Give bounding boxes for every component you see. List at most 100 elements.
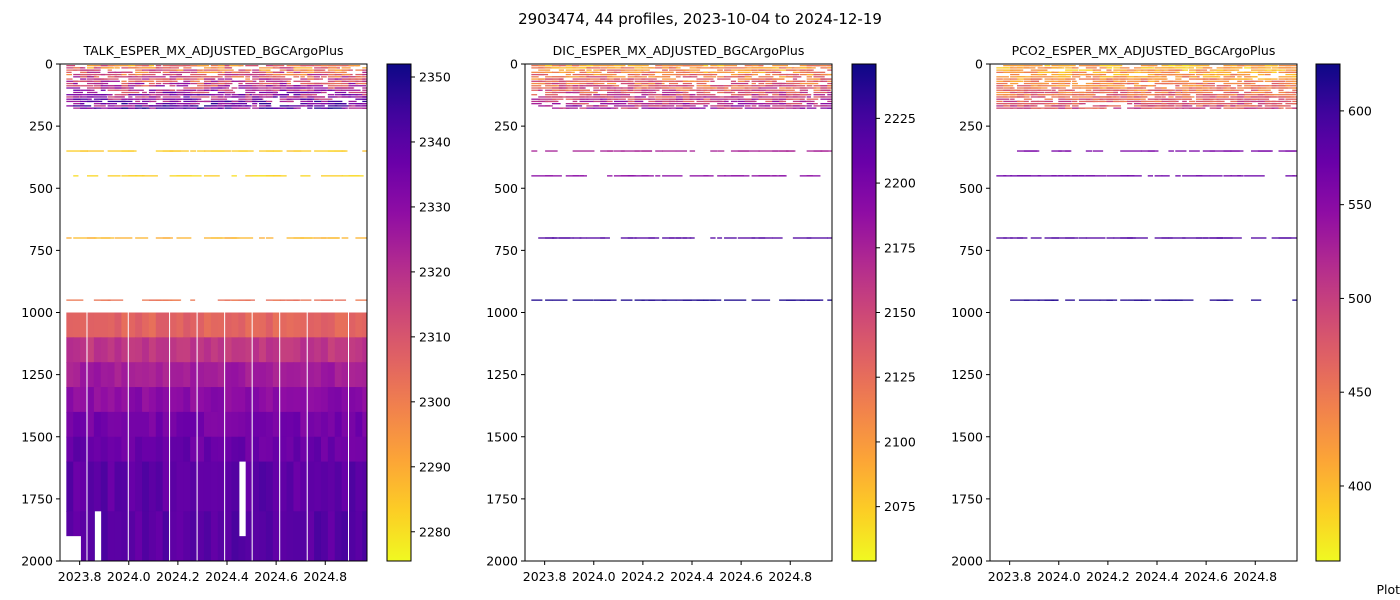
shallow-segment — [607, 67, 624, 69]
shallow-segment — [1216, 69, 1228, 71]
shallow-segment — [128, 73, 138, 76]
x-tick-label: 2024.2 — [621, 569, 665, 584]
depth-450-segment — [717, 175, 726, 177]
shallow-segment — [210, 78, 216, 80]
shallow-segment — [293, 87, 311, 89]
deep-cell — [66, 337, 74, 363]
shallow-segment — [600, 89, 614, 91]
depth-450-segment — [758, 175, 777, 177]
shallow-segment — [1127, 96, 1139, 98]
deep-cell — [307, 387, 315, 413]
shallow-segment — [1250, 80, 1264, 82]
shallow-segment — [820, 85, 832, 87]
shallow-segment — [1106, 100, 1113, 103]
shallow-segment — [1230, 91, 1239, 94]
deep-cell — [334, 461, 343, 512]
x-tick-label: 2024.4 — [205, 569, 249, 584]
shallow-segment — [286, 98, 306, 100]
shallow-segment — [668, 89, 681, 91]
depth-950-segment — [334, 299, 347, 301]
shallow-segment — [675, 71, 686, 74]
deep-cell — [128, 411, 136, 438]
shallow-segment — [245, 69, 252, 71]
shallow-segment — [648, 91, 653, 94]
shallow-segment — [1127, 89, 1138, 91]
shallow-segment — [668, 94, 682, 96]
shallow-segment — [183, 94, 200, 96]
shallow-segment — [1237, 76, 1242, 78]
shallow-segment — [1065, 89, 1075, 91]
shallow-segment — [648, 85, 659, 87]
shallow-segment — [80, 85, 94, 87]
shallow-segment — [689, 80, 698, 82]
shallow-segment — [1058, 73, 1074, 76]
shallow-segment — [142, 76, 150, 78]
depth-950-segment — [600, 299, 611, 301]
shallow-segment — [1182, 107, 1196, 109]
deep-cell — [148, 436, 157, 463]
shallow-segment — [355, 105, 367, 107]
shallow-segment — [772, 100, 784, 103]
shallow-segment — [996, 94, 1008, 96]
shallow-segment — [586, 82, 595, 85]
deep-cell — [203, 511, 212, 561]
shallow-segment — [320, 89, 326, 91]
depth-350-segment — [1189, 150, 1200, 152]
shallow-segment — [627, 103, 639, 105]
shallow-segment — [224, 80, 231, 82]
depth-350-segment — [600, 150, 614, 152]
shallow-segment — [613, 91, 627, 94]
shallow-segment — [586, 76, 594, 78]
shallow-segment — [634, 89, 649, 91]
shallow-segment — [238, 85, 257, 87]
shallow-segment — [80, 78, 87, 80]
shallow-segment — [1209, 100, 1221, 103]
deep-cell — [286, 362, 295, 388]
shallow-segment — [607, 76, 626, 78]
deep-cell — [80, 461, 88, 512]
deep-cell — [197, 461, 205, 512]
shallow-segment — [806, 67, 816, 69]
shallow-segment — [1161, 76, 1167, 78]
shallow-segment — [586, 80, 600, 82]
shallow-segment — [362, 105, 367, 107]
shallow-segment — [1161, 82, 1173, 85]
shallow-segment — [1292, 73, 1297, 76]
shallow-segment — [210, 87, 223, 89]
shallow-segment — [1175, 78, 1182, 80]
deep-cell — [73, 312, 81, 338]
deep-cell — [190, 436, 198, 463]
shallow-segment — [1209, 87, 1222, 89]
deep-cell — [238, 387, 246, 413]
shallow-segment — [827, 100, 832, 103]
shallow-segment — [662, 71, 674, 74]
shallow-segment — [565, 107, 578, 109]
deep-cell — [217, 411, 226, 438]
shallow-segment — [1257, 67, 1271, 69]
colorbar-frame — [1315, 63, 1341, 562]
shallow-segment — [355, 96, 367, 98]
shallow-segment — [203, 69, 220, 71]
deep-cell — [341, 461, 350, 512]
shallow-segment — [252, 87, 268, 89]
deep-cell — [80, 387, 88, 413]
deep-cell — [245, 436, 253, 463]
shallow-segment — [121, 105, 136, 107]
shallow-segment — [1182, 89, 1190, 91]
deep-cell — [320, 461, 329, 512]
shallow-segment — [1271, 82, 1284, 85]
shallow-segment — [210, 80, 225, 82]
shallow-segment — [827, 64, 832, 67]
deep-cell — [169, 337, 178, 363]
deep-cell — [272, 362, 281, 388]
depth-700-segment — [1168, 237, 1186, 239]
deep-cell — [169, 387, 178, 413]
shallow-segment — [362, 96, 367, 98]
shallow-segment — [348, 94, 358, 96]
shallow-segment — [314, 69, 322, 71]
shallow-segment — [66, 80, 79, 82]
shallow-segment — [710, 73, 718, 76]
shallow-segment — [1140, 76, 1151, 78]
shallow-segment — [238, 98, 247, 100]
shallow-segment — [813, 105, 827, 107]
